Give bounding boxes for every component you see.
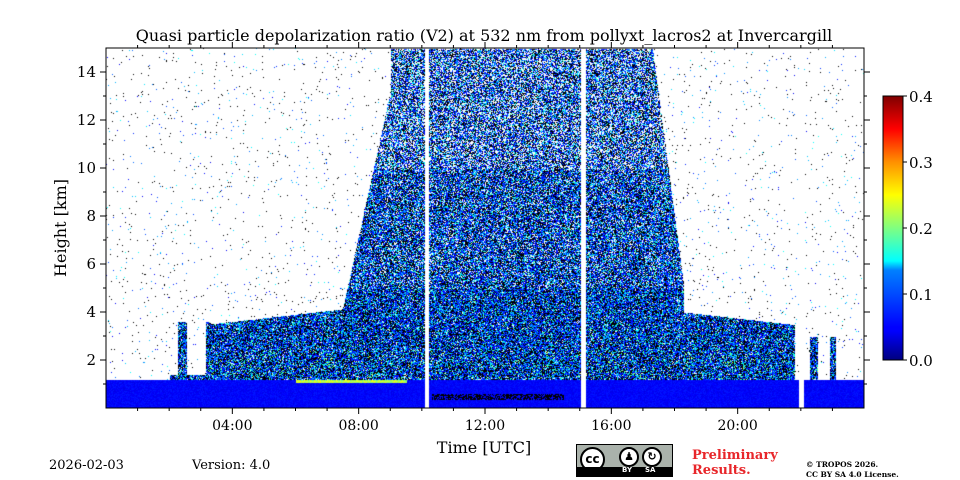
- colorbar-tick-label: 0.4: [909, 88, 933, 106]
- colorbar-gradient: [882, 95, 904, 361]
- y-tick-label: 14: [77, 63, 96, 81]
- plot-area: [105, 47, 865, 409]
- footer-version: Version: 4.0: [192, 458, 271, 473]
- attribution-icon: ♟: [619, 447, 639, 467]
- colorbar: 0.0 0.1 0.2 0.3 0.4: [882, 88, 933, 370]
- cc-by-label: BY: [622, 466, 633, 474]
- x-tick-label: 20:00: [717, 418, 757, 434]
- cc-badge-strip: BY SA: [577, 466, 672, 476]
- license-line-2: CC BY SA 4.0 License.: [806, 470, 899, 479]
- chart-title: Quasi particle depolarization ratio (V2)…: [136, 26, 833, 45]
- cc-sa-label: SA: [645, 466, 656, 474]
- colorbar-tick-label: 0.2: [909, 220, 933, 238]
- x-tick-label: 08:00: [338, 418, 378, 434]
- preliminary-results-label: Preliminary Results.: [692, 448, 778, 478]
- y-tick-label: 4: [86, 303, 96, 321]
- cc-license-badge: cc ♟ ↻ BY SA: [576, 444, 673, 477]
- colorbar-tick-label: 0.1: [909, 286, 933, 304]
- y-tick-label: 12: [77, 111, 96, 129]
- cc-icon: cc: [580, 447, 605, 472]
- share-alike-icon: ↻: [642, 447, 662, 467]
- preliminary-line-1: Preliminary: [692, 448, 778, 463]
- x-tick-label: 12:00: [465, 418, 505, 434]
- y-axis-label: Height [km]: [51, 179, 70, 277]
- x-tick-label: 04:00: [212, 418, 252, 434]
- colorbar-ticks: 0.0 0.1 0.2 0.3 0.4: [903, 88, 933, 370]
- y-axis: 2 4 6 8 10 12 14: [77, 63, 870, 385]
- y-tick-label: 8: [86, 207, 96, 225]
- colorbar-tick-label: 0.0: [909, 352, 933, 370]
- y-tick-label: 2: [86, 351, 96, 369]
- x-tick-label: 16:00: [591, 418, 631, 434]
- y-tick-label: 10: [77, 159, 96, 177]
- x-axis-label: Time [UTC]: [437, 438, 531, 457]
- x-axis: 04:00 08:00 12:00 16:00 20:00: [137, 42, 833, 434]
- footer-date: 2026-02-03: [49, 458, 124, 473]
- license-notice: © TROPOS 2026. CC BY SA 4.0 License.: [806, 460, 899, 480]
- depolarization-heatmap: [106, 48, 864, 408]
- colorbar-tick-label: 0.3: [909, 154, 933, 172]
- y-tick-label: 6: [86, 255, 96, 273]
- preliminary-line-2: Results.: [692, 463, 751, 478]
- license-line-1: © TROPOS 2026.: [806, 460, 879, 469]
